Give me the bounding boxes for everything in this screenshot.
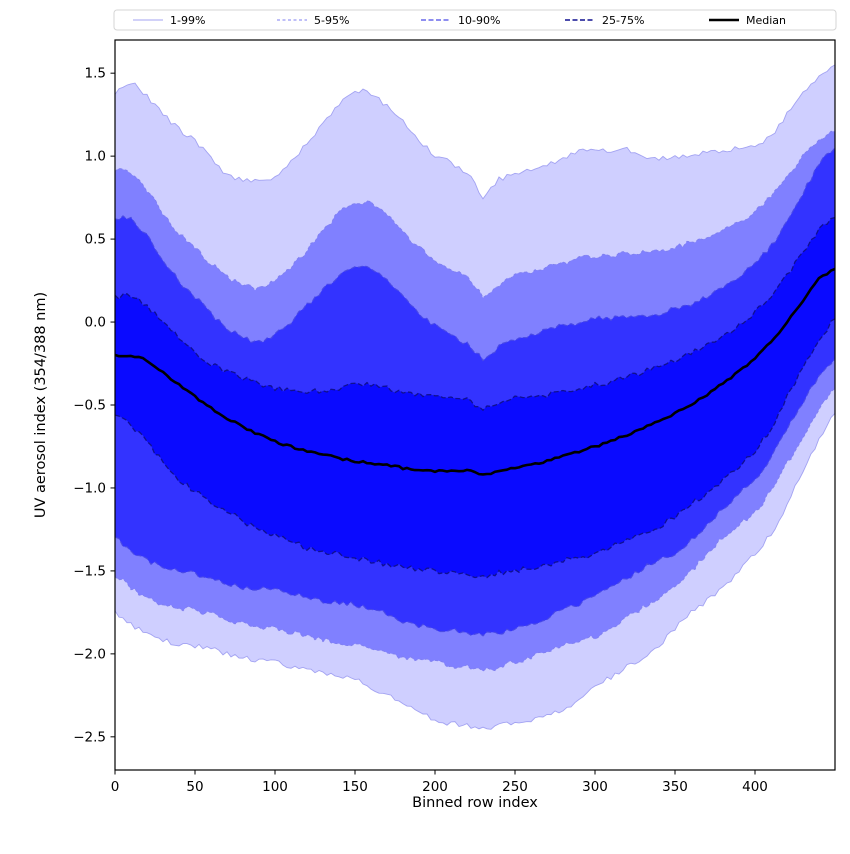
axes-layer: 0 50 100 150 200 250 300 350 400 −2.5 −2.0 −1.5 −1.0… — [73, 66, 768, 795]
percentile-line-p95 — [115, 130, 835, 299]
legend-label-25-75%: 25-75% — [602, 14, 644, 27]
y-tick-label: 0.5 — [85, 232, 106, 248]
y-tick-label: −2.5 — [73, 729, 106, 745]
percentile-line-p25 — [115, 318, 835, 579]
percentile-line-p99 — [115, 64, 835, 200]
percentile-line-p10 — [115, 358, 835, 637]
legend-label-5-95%: 5-95% — [314, 14, 349, 27]
percentile-line-p1 — [115, 412, 835, 730]
legend-box — [113, 9, 837, 31]
x-tick-label: 200 — [422, 779, 448, 795]
bands-layer — [115, 64, 835, 730]
x-tick-label: 250 — [502, 779, 528, 795]
x-axis-label: Binned row index — [412, 795, 538, 811]
y-axis-label: UV aerosol index (354/388 nm) — [33, 292, 49, 518]
x-tick-label: 300 — [582, 779, 608, 795]
band-area-25-75% — [115, 217, 835, 578]
legend-label-10-90%: 10-90% — [458, 14, 500, 27]
y-tick-label: 1.5 — [85, 66, 106, 82]
x-tick-label: 400 — [742, 779, 768, 795]
median-line — [115, 267, 835, 476]
x-tick-label: 100 — [262, 779, 288, 795]
x-tick-label: 50 — [186, 779, 203, 795]
legend-label-1-99%: 1-99% — [170, 14, 205, 27]
median-layer — [115, 267, 835, 476]
legend: 1-99% 5-95% 10-90% 25-75% Median — [113, 9, 837, 31]
y-tick-label: −1.5 — [73, 563, 106, 579]
band-edge-lines-layer — [115, 64, 835, 730]
percentile-line-p75 — [115, 216, 835, 412]
y-tick-label: 0.0 — [85, 315, 106, 331]
x-tick-label: 150 — [342, 779, 368, 795]
x-tick-label: 350 — [662, 779, 688, 795]
percentile-line-p5 — [115, 388, 835, 672]
y-tick-label: −2.0 — [73, 646, 106, 662]
y-tick-label: −0.5 — [73, 398, 106, 414]
percentile-line-p90 — [115, 147, 835, 362]
y-tick-label: 1.0 — [85, 149, 106, 165]
x-tick-label: 0 — [111, 779, 120, 795]
y-tick-label: −1.0 — [73, 480, 106, 496]
legend-label-Median: Median — [746, 14, 786, 27]
